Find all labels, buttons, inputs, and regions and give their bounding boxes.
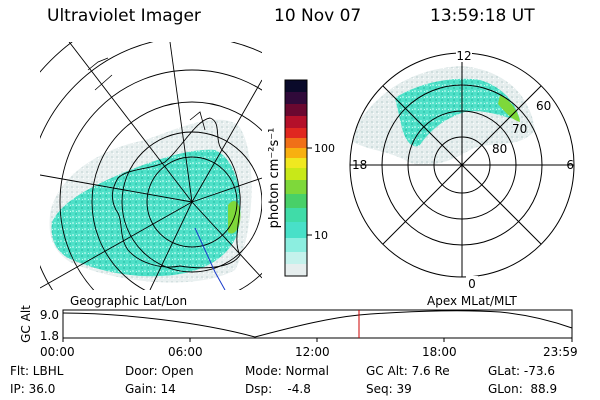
- lat-label-80: 80: [492, 142, 507, 156]
- coastline-detail: [87, 57, 206, 131]
- colorbar-tick-100: 100: [314, 142, 335, 155]
- timeline-xtick-2359: 23:59: [543, 345, 578, 359]
- status-gc-alt: GC Alt: 7.6 Re: [366, 364, 450, 378]
- polar-bright-emission: [498, 95, 520, 122]
- status-seq: Seq: 39: [366, 382, 412, 396]
- timeline-xtick-1800: 18:00: [422, 345, 457, 359]
- status-glat: GLat: -73.6: [488, 364, 555, 378]
- status-filter: Flt: LBHL: [10, 364, 64, 378]
- status-glon: GLon: 88.9: [488, 382, 558, 396]
- mlt-label-18: 18: [352, 158, 367, 172]
- mlt-label-6: 6: [566, 158, 574, 172]
- colorbar-tick-10: 10: [314, 229, 328, 242]
- altitude-curve: [62, 310, 573, 338]
- timeline-xtick-0000: 00:00: [40, 345, 75, 359]
- polar-plot: 12 18 6 0 60 70 80: [349, 48, 575, 291]
- status-dsp: Dsp: -4.8: [245, 382, 311, 396]
- status-mode: Mode: Normal: [245, 364, 329, 378]
- longitude-lines: [40, 42, 262, 290]
- altitude-timeline: GC Alt 9.0 1.8: [19, 305, 573, 343]
- timeline-right-label: Apex MLat/MLT: [427, 294, 517, 308]
- status-door: Door: Open: [125, 364, 194, 378]
- latitude-circles: [40, 42, 262, 290]
- magnetic-trace: [194, 227, 226, 290]
- geographic-map-content: [40, 42, 262, 290]
- timeline-ytick-high: 9.0: [40, 308, 59, 322]
- timeline-left-label: Geographic Lat/Lon: [70, 294, 188, 308]
- instrument-title: Ultraviolet Imager: [47, 6, 201, 26]
- coastline: [111, 117, 241, 269]
- timeline-xtick-1200: 12:00: [295, 345, 330, 359]
- timeline-y-axis-label: GC Alt: [19, 305, 33, 343]
- observation-time: 13:59:18 UT: [430, 6, 535, 26]
- mlt-label-12: 12: [456, 49, 471, 63]
- status-ip: IP: 36.0: [10, 382, 56, 396]
- mlt-label-0: 0: [468, 277, 476, 291]
- color-scale-bar: 100 10 photon cm⁻²s⁻¹: [267, 79, 335, 277]
- status-gain: Gain: 14: [125, 382, 176, 396]
- observation-date: 10 Nov 07: [274, 6, 362, 26]
- lat-label-60: 60: [536, 99, 551, 113]
- polar-diagonal-2: [382, 85, 542, 245]
- lat-label-70: 70: [512, 122, 527, 136]
- colorbar-unit-label: photon cm⁻²s⁻¹: [267, 128, 282, 229]
- timeline-ytick-low: 1.8: [40, 329, 59, 343]
- geo-auroral-emission: [51, 149, 241, 277]
- timeline-xtick-0600: 06:00: [168, 345, 203, 359]
